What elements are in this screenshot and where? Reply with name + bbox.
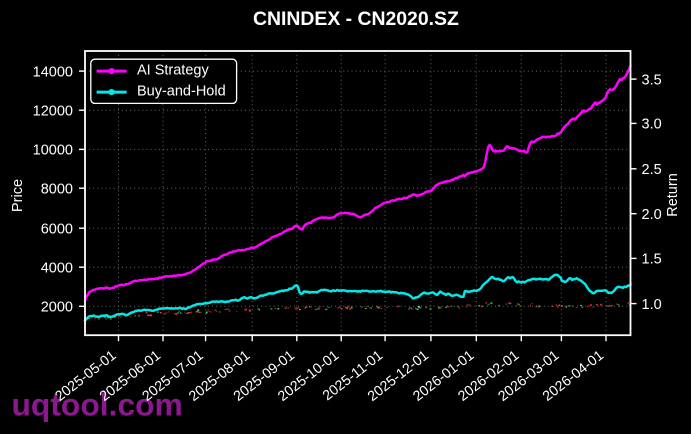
- svg-text:2000: 2000: [41, 300, 73, 316]
- svg-text:4000: 4000: [41, 260, 73, 276]
- svg-text:1.5: 1.5: [642, 252, 662, 268]
- svg-text:2.0: 2.0: [642, 207, 662, 223]
- svg-text:3.0: 3.0: [642, 117, 662, 133]
- svg-text:8000: 8000: [41, 181, 73, 197]
- svg-text:Return: Return: [665, 173, 681, 217]
- svg-text:10000: 10000: [33, 143, 73, 159]
- svg-text:3.5: 3.5: [642, 72, 662, 88]
- svg-text:12000: 12000: [33, 103, 73, 119]
- svg-text:uqtool.com: uqtool.com: [12, 387, 183, 423]
- svg-text:2.5: 2.5: [642, 162, 662, 178]
- svg-text:Buy-and-Hold: Buy-and-Hold: [137, 84, 226, 100]
- svg-text:AI Strategy: AI Strategy: [137, 63, 209, 79]
- svg-text:14000: 14000: [33, 64, 73, 80]
- svg-text:CNINDEX - CN2020.SZ: CNINDEX - CN2020.SZ: [253, 8, 459, 30]
- svg-text:6000: 6000: [41, 221, 73, 237]
- svg-text:Price: Price: [10, 179, 26, 212]
- svg-text:1.0: 1.0: [642, 297, 662, 313]
